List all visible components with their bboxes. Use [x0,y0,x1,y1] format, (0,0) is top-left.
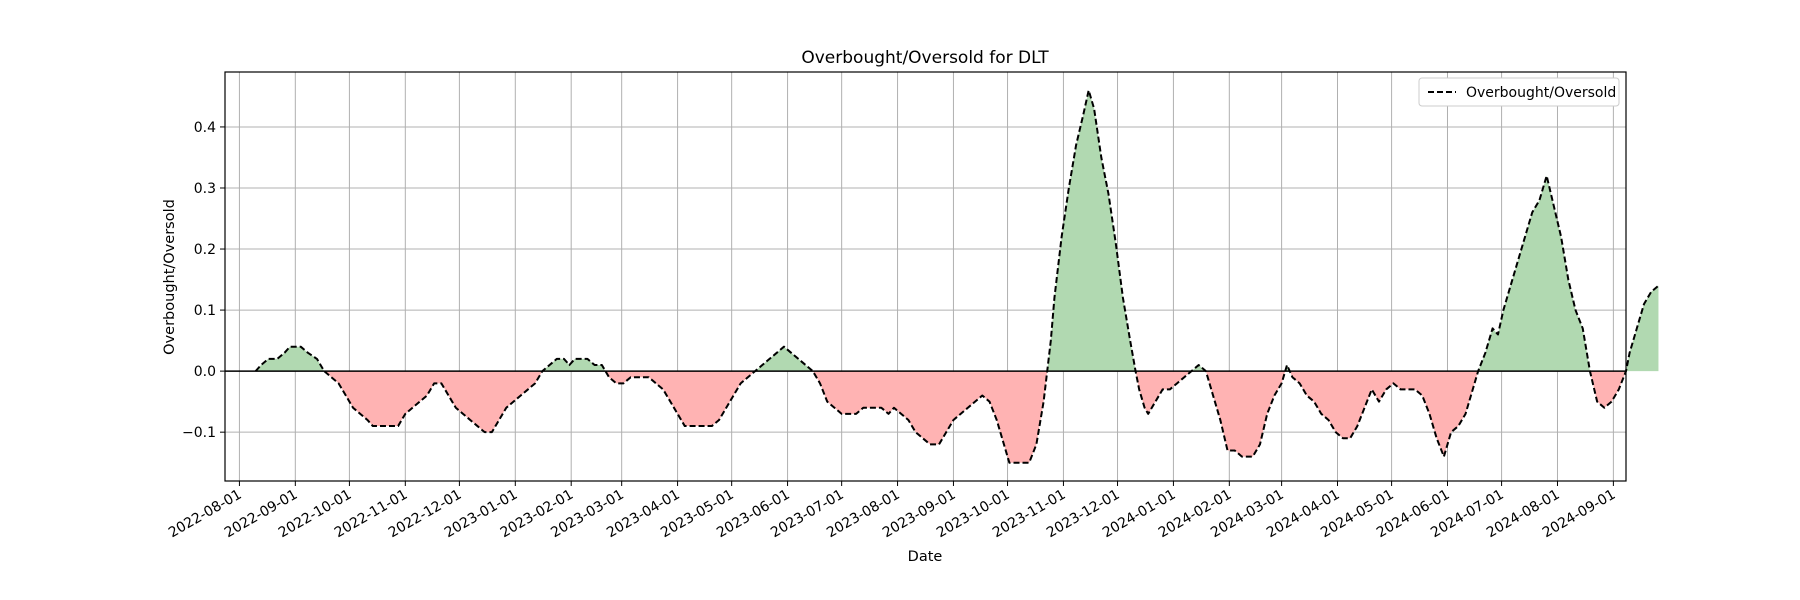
y-tick-label: −0.1 [182,425,216,441]
y-axis-label: Overbought/Oversold [162,199,178,355]
y-axis-ticks: −0.1 0.0 0.1 0.2 0.3 0.4 [182,120,225,441]
overbought-fill [755,346,813,372]
y-tick-label: 0.3 [194,181,216,197]
oversold-fill [1289,371,1479,457]
oversold-fill [1589,371,1626,408]
legend: Overbought/Oversold [1418,77,1620,107]
plot-frame [224,71,1627,482]
y-tick-label: 0.1 [194,303,216,319]
oversold-fill [1205,371,1286,457]
overbought-fill [1626,285,1659,372]
y-tick-label: 0.2 [194,242,216,258]
x-axis-label: Date [908,549,943,565]
oversold-fill [812,371,1048,463]
series-line-overbought-oversold [254,89,1660,464]
chart-title: Overbought/Oversold for DLT [801,48,1049,68]
y-tick-label: 0.0 [194,364,216,380]
overbought-fill [1478,175,1590,372]
y-tick-label: 0.4 [194,120,216,136]
legend-box [1418,77,1620,107]
legend-entry: Overbought/Oversold [1466,85,1616,101]
series-line-group [254,89,1660,464]
oversold-fill [605,371,756,427]
overbought-fill [1191,365,1206,372]
overbought-fill [542,358,606,372]
overbought-fill [1047,90,1136,372]
oversold-fill [324,371,543,433]
